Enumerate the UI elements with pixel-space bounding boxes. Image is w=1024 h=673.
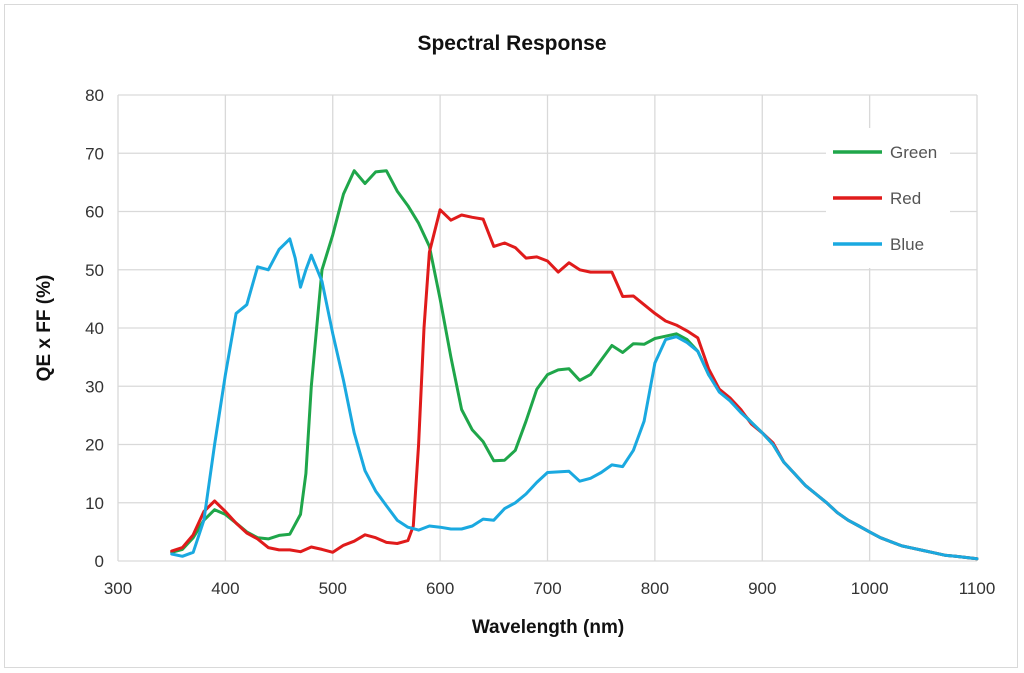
- series-lines: [170, 169, 979, 561]
- y-tick-label: 60: [85, 203, 104, 222]
- series-line-blue: [170, 237, 979, 561]
- y-tick-label: 20: [85, 436, 104, 455]
- legend-label-red: Red: [890, 189, 921, 208]
- chart-frame: [4, 4, 1018, 668]
- x-tick-label: 700: [533, 579, 561, 598]
- y-tick-label: 40: [85, 319, 104, 338]
- x-tick-label: 1000: [851, 579, 889, 598]
- x-tick-label: 300: [104, 579, 132, 598]
- y-tick-label: 70: [85, 144, 104, 163]
- x-tick-label: 1100: [959, 579, 996, 598]
- y-tick-label: 50: [85, 261, 104, 280]
- x-tick-label: 900: [748, 579, 776, 598]
- y-axis-label: QE x FF (%): [34, 275, 55, 382]
- x-tick-label: 600: [426, 579, 454, 598]
- y-tick-label: 0: [95, 552, 104, 571]
- legend: Green Red Blue: [833, 143, 937, 254]
- legend-label-green: Green: [890, 143, 937, 162]
- y-tick-label: 30: [85, 377, 104, 396]
- y-tick-label: 10: [85, 494, 104, 513]
- x-tick-label: 500: [319, 579, 347, 598]
- chart-title: Spectral Response: [417, 32, 606, 55]
- legend-label-blue: Blue: [890, 235, 924, 254]
- x-tick-label: 800: [641, 579, 669, 598]
- tick-labels: 0 10 20 30 40 50 60 70 80 300 400 500 600 700 800 900 10…: [85, 86, 995, 598]
- x-axis-label: Wavelength (nm): [472, 617, 624, 638]
- y-tick-label: 80: [85, 86, 104, 105]
- x-tick-label: 400: [211, 579, 239, 598]
